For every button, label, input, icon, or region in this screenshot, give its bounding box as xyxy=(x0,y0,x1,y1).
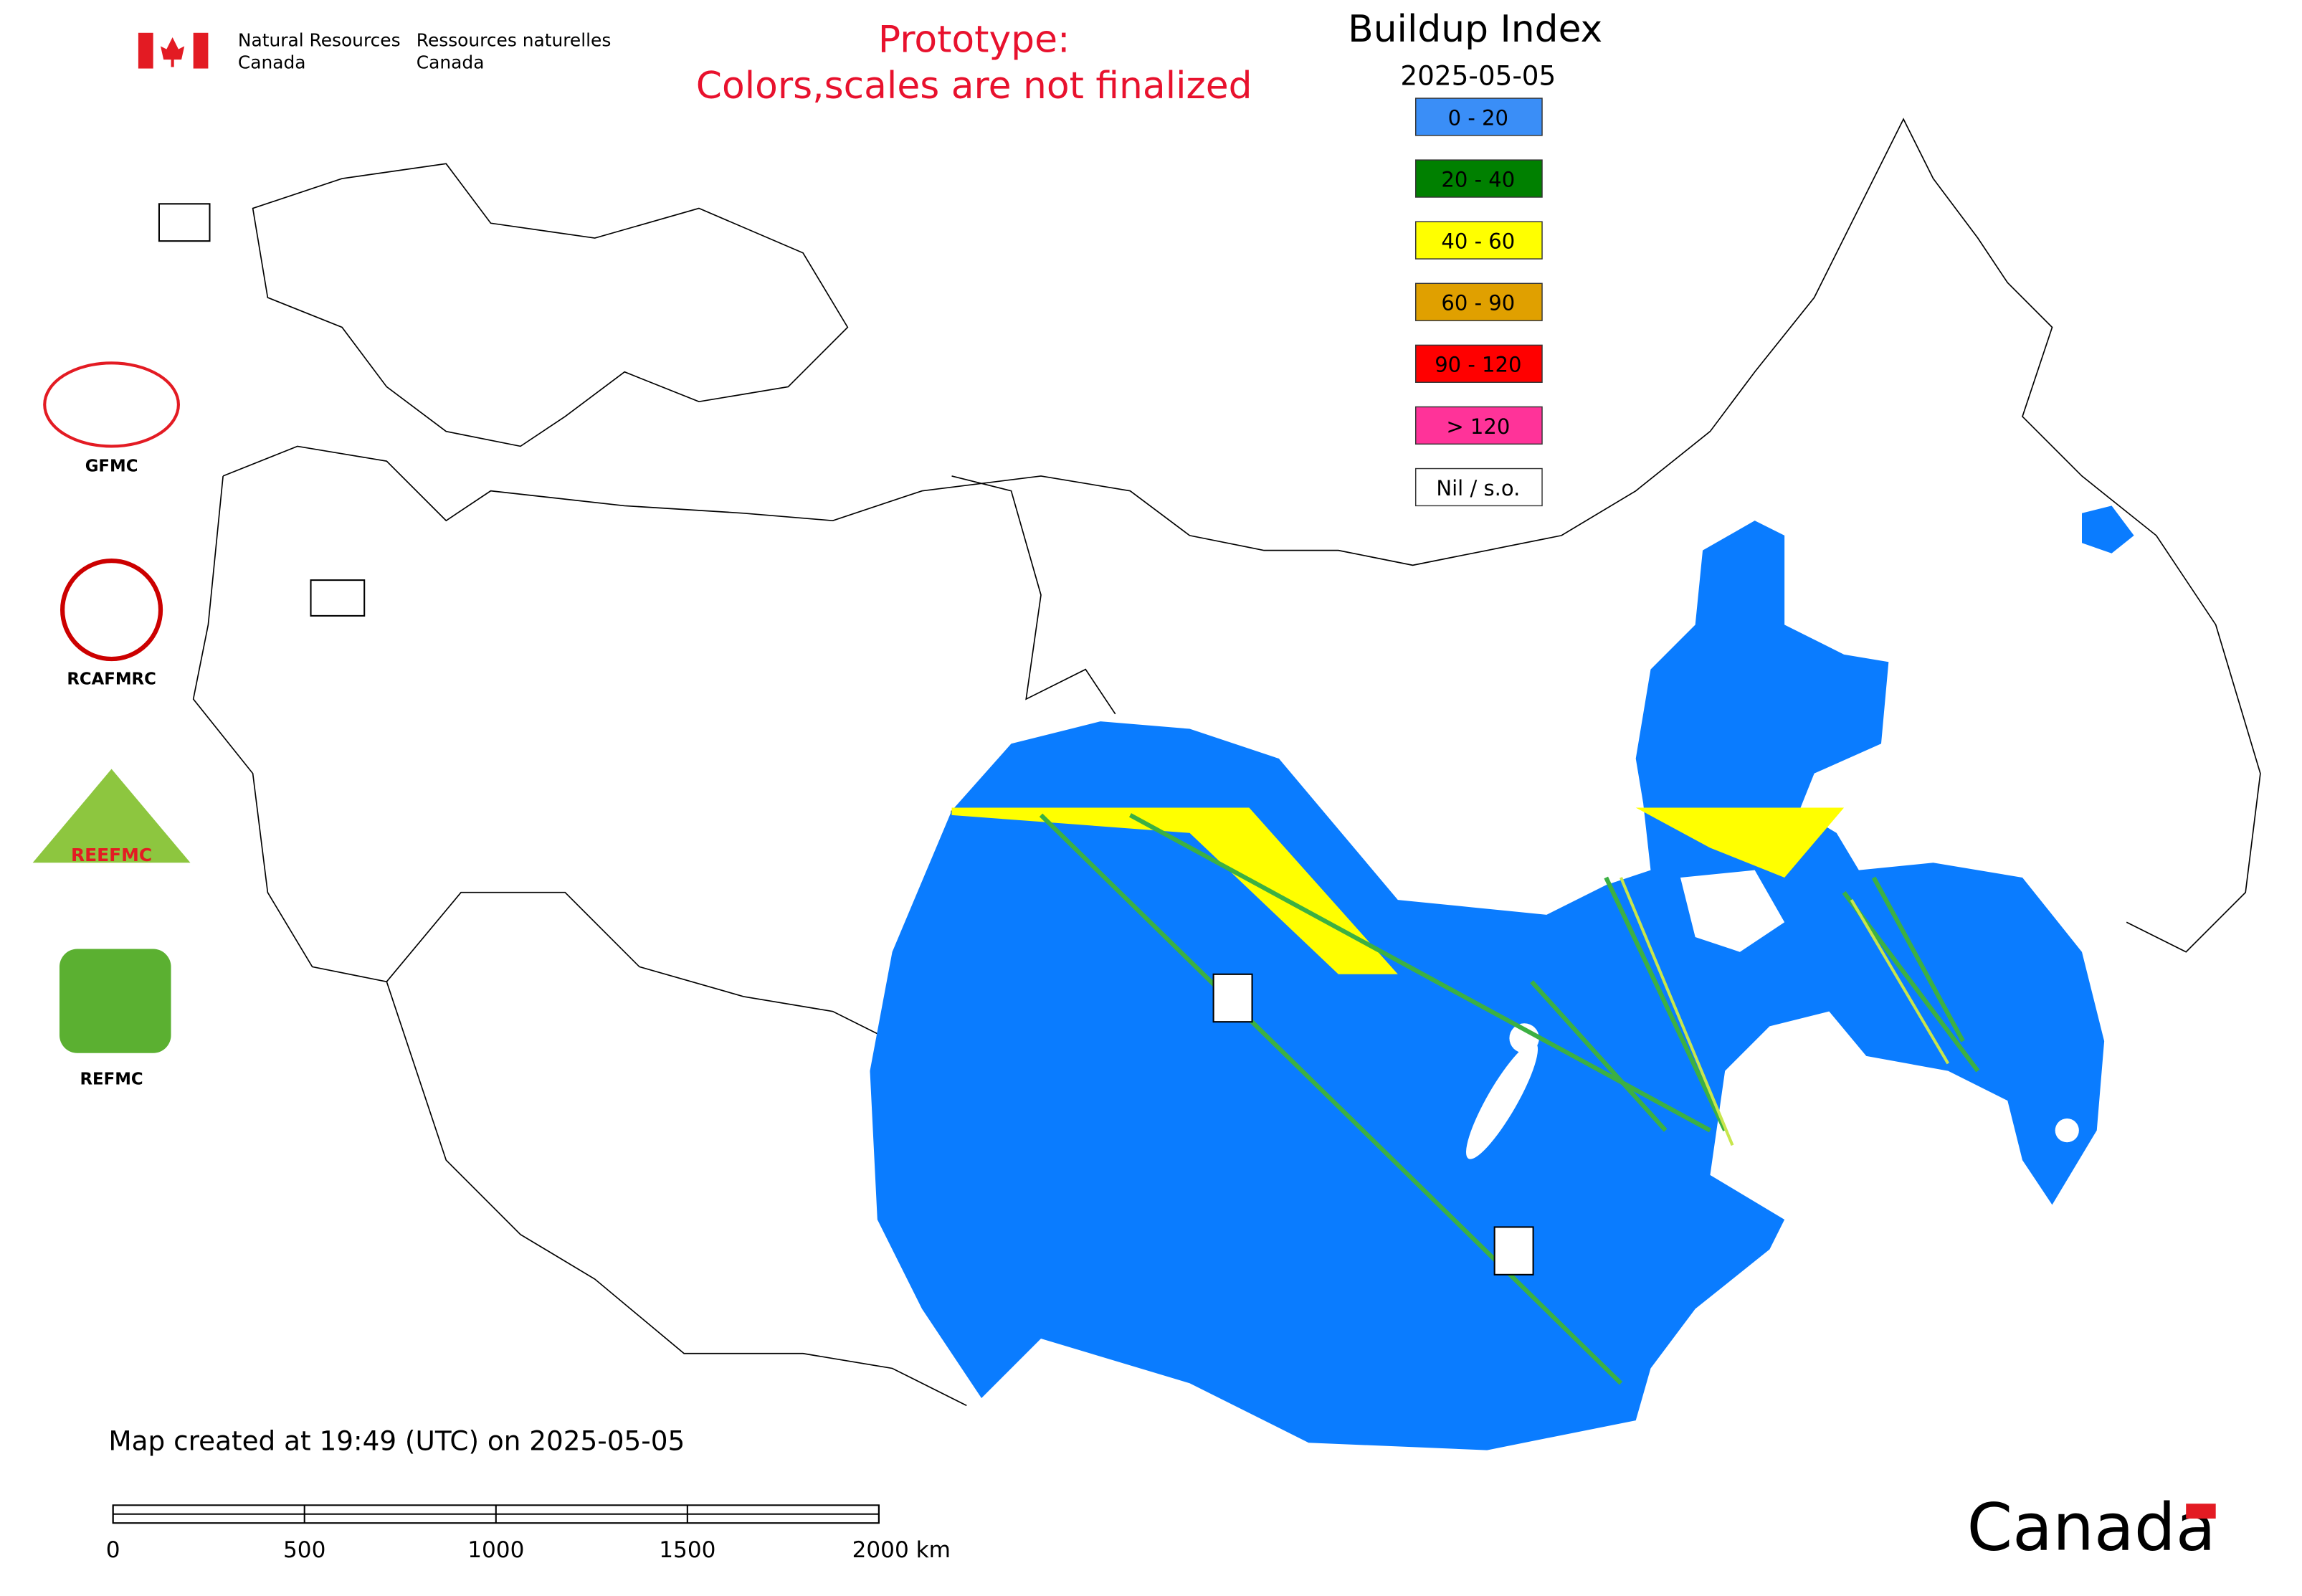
logo-label: GFMC xyxy=(85,457,138,476)
agency-en: Natural Resources xyxy=(238,29,401,50)
center-marker xyxy=(310,579,366,617)
center-marker xyxy=(1212,973,1253,1023)
legend-label: 90 - 120 xyxy=(1435,353,1521,377)
legend-label: > 120 xyxy=(1446,414,1510,439)
agency-en: Canada xyxy=(238,52,306,73)
coastline xyxy=(222,118,2261,953)
legend-label: 0 - 20 xyxy=(1448,105,1508,130)
legend-swatch xyxy=(1414,467,1543,507)
legend-swatch xyxy=(1414,344,1543,383)
coastline xyxy=(951,475,1116,715)
coastline xyxy=(192,475,953,1042)
created-note: Map created at 19:49 (UTC) on 2025-05-05 xyxy=(108,1425,685,1457)
legend-swatch xyxy=(1414,98,1543,136)
scale-label: 2000 km xyxy=(852,1537,951,1563)
logo xyxy=(43,361,180,448)
sea xyxy=(1680,870,1785,952)
flag xyxy=(193,32,209,69)
index-region xyxy=(2082,505,2134,554)
center-marker xyxy=(158,203,211,242)
legend-label: 20 - 40 xyxy=(1441,167,1515,191)
legend-swatch xyxy=(1414,159,1543,198)
coastline xyxy=(386,981,967,1407)
index-region xyxy=(870,521,2105,1450)
streaks xyxy=(951,807,1398,974)
scale-label: 1000 xyxy=(467,1537,524,1563)
logo xyxy=(59,949,171,1053)
streaks xyxy=(1635,807,1845,878)
legend-date: 2025-05-05 xyxy=(1400,60,1556,91)
legend-swatch xyxy=(1414,282,1543,321)
lake xyxy=(2055,1118,2079,1143)
logo-label: REEFMC xyxy=(71,845,152,865)
center-marker xyxy=(1493,1226,1534,1276)
legend-label: 40 - 60 xyxy=(1441,229,1515,254)
lake xyxy=(1466,1042,1538,1159)
legend-label: 60 - 90 xyxy=(1441,291,1515,315)
scale-bar: 0 500 1000 1500 2000 km xyxy=(106,1504,951,1563)
legend-swatch xyxy=(1414,406,1543,445)
logo-label: RCAFMRC xyxy=(67,670,156,688)
lake xyxy=(1509,1023,1539,1053)
logo-label: REFMC xyxy=(80,1070,143,1088)
logo xyxy=(32,769,191,863)
legend-swatch xyxy=(1414,221,1543,260)
streaks xyxy=(1620,877,1950,1146)
prototype-note: Colors,scales are not finalized xyxy=(696,65,1252,108)
flag xyxy=(161,37,185,67)
wordmark: Canada xyxy=(1966,1489,2215,1566)
legend-label: Nil / s.o. xyxy=(1436,476,1520,500)
scale-label: 0 xyxy=(106,1537,120,1563)
agency-fr: Ressources naturelles xyxy=(417,29,612,50)
prototype-note: Prototype: xyxy=(878,19,1070,62)
agency-fr: Canada xyxy=(417,52,485,73)
logo xyxy=(60,559,163,662)
legend: 0 - 20 20 - 40 40 - 60 60 - 90 90 - 120 > 120… xyxy=(1414,98,1543,507)
coastline xyxy=(252,163,849,447)
scale-label: 500 xyxy=(283,1537,325,1563)
legend-title: Buildup Index xyxy=(1348,8,1602,51)
scale-label: 1500 xyxy=(659,1537,715,1563)
flag xyxy=(138,32,153,69)
wordmark-flag xyxy=(2186,1504,2216,1519)
streaks xyxy=(1039,813,1980,1385)
